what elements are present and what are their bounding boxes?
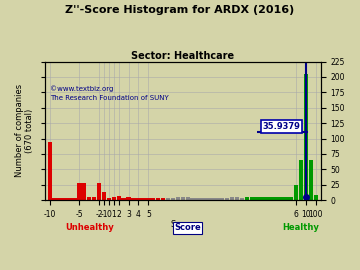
Bar (240, 198, 244, 200)
Bar (185, 197, 190, 200)
Bar (264, 197, 269, 200)
Bar (195, 198, 200, 200)
Bar (220, 198, 224, 200)
Bar (255, 197, 259, 200)
Bar (294, 185, 298, 200)
Bar (146, 198, 150, 200)
Bar (136, 198, 141, 200)
Bar (156, 198, 160, 200)
Bar (97, 184, 101, 200)
Bar (304, 74, 308, 200)
Text: 35.9379: 35.9379 (262, 122, 300, 131)
Bar (102, 192, 106, 200)
Bar (200, 198, 205, 200)
Y-axis label: Number of companies
(670 total): Number of companies (670 total) (15, 84, 35, 177)
Bar (171, 198, 175, 200)
Bar (309, 160, 313, 200)
Bar (72, 198, 77, 200)
Bar (161, 198, 165, 200)
Bar (249, 197, 254, 200)
Bar (62, 198, 67, 200)
Bar (274, 197, 279, 200)
Bar (176, 197, 180, 200)
Bar (190, 198, 195, 200)
Bar (57, 198, 62, 200)
Text: Z''-Score Histogram for ARDX (2016): Z''-Score Histogram for ARDX (2016) (66, 5, 294, 15)
Bar (53, 198, 57, 200)
Bar (299, 160, 303, 200)
X-axis label: Score: Score (171, 220, 195, 229)
Text: Healthy: Healthy (283, 224, 320, 232)
Bar (117, 196, 121, 200)
Bar (77, 183, 81, 200)
Bar (215, 198, 220, 200)
Bar (141, 198, 145, 200)
Bar (166, 198, 170, 200)
Bar (151, 198, 156, 200)
Bar (181, 197, 185, 200)
Bar (235, 197, 239, 200)
Bar (131, 198, 136, 200)
Bar (67, 198, 72, 200)
Bar (230, 197, 234, 200)
Bar (210, 198, 215, 200)
Title: Sector: Healthcare: Sector: Healthcare (131, 51, 234, 61)
Bar (87, 197, 91, 200)
Bar (284, 197, 288, 200)
Text: ©www.textbiz.org: ©www.textbiz.org (50, 85, 114, 92)
Text: Unhealthy: Unhealthy (65, 224, 113, 232)
Bar (126, 197, 131, 200)
Bar (269, 197, 274, 200)
Text: Score: Score (174, 224, 201, 232)
Bar (245, 197, 249, 200)
Bar (289, 197, 293, 200)
Bar (107, 198, 111, 200)
Bar (279, 197, 284, 200)
Bar (82, 183, 86, 200)
Bar (260, 197, 264, 200)
Bar (92, 197, 96, 200)
Bar (205, 198, 210, 200)
Bar (112, 197, 116, 200)
Text: The Research Foundation of SUNY: The Research Foundation of SUNY (50, 95, 169, 101)
Bar (48, 141, 52, 200)
Bar (314, 195, 318, 200)
Bar (225, 198, 229, 200)
Bar (121, 198, 126, 200)
